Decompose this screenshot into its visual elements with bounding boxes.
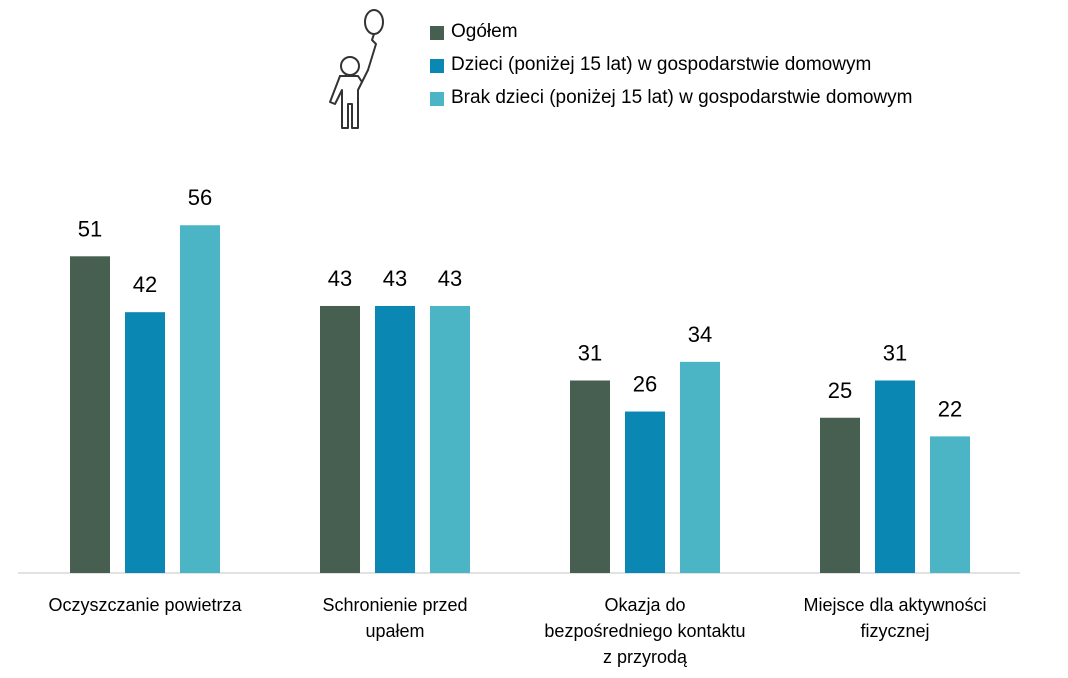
bar — [680, 361, 720, 573]
value-label: 56 — [188, 185, 212, 210]
bar — [570, 380, 610, 573]
value-label: 42 — [133, 272, 157, 297]
legend-swatch — [430, 26, 444, 40]
bar — [430, 305, 470, 573]
x-tick-label: Oczyszczanie powietrza — [48, 595, 242, 615]
value-label: 31 — [883, 340, 907, 365]
value-label: 43 — [438, 266, 462, 291]
bar — [930, 436, 970, 573]
value-label: 43 — [383, 266, 407, 291]
value-label: 26 — [633, 372, 657, 397]
value-label: 25 — [828, 378, 852, 403]
value-label: 43 — [328, 266, 352, 291]
value-label: 34 — [688, 322, 712, 347]
value-label: 22 — [938, 396, 962, 421]
bar — [180, 225, 220, 574]
bar — [375, 305, 415, 573]
bar — [820, 417, 860, 573]
value-label: 51 — [78, 216, 102, 241]
icon — [329, 9, 384, 129]
legend-label: Brak dzieci (poniżej 15 lat) w gospodars… — [451, 87, 913, 108]
x-tick-label: Okazja do bezpośredniego kontaktu z przy… — [544, 595, 746, 667]
bar — [625, 411, 665, 573]
bar — [70, 256, 110, 573]
legend-swatch — [430, 59, 444, 73]
legend-label: Ogółem — [451, 21, 518, 42]
legend-label: Dzieci (poniżej 15 lat) w gospodarstwie … — [451, 54, 872, 75]
bar — [320, 305, 360, 573]
bar — [875, 380, 915, 573]
x-tick-label: Schronienie przed upałem — [322, 595, 468, 641]
value-label: 31 — [578, 340, 602, 365]
x-tick-label: Miejsce dla aktywności fizycznej — [803, 595, 987, 641]
legend-swatch — [430, 92, 444, 106]
bar — [125, 312, 165, 573]
